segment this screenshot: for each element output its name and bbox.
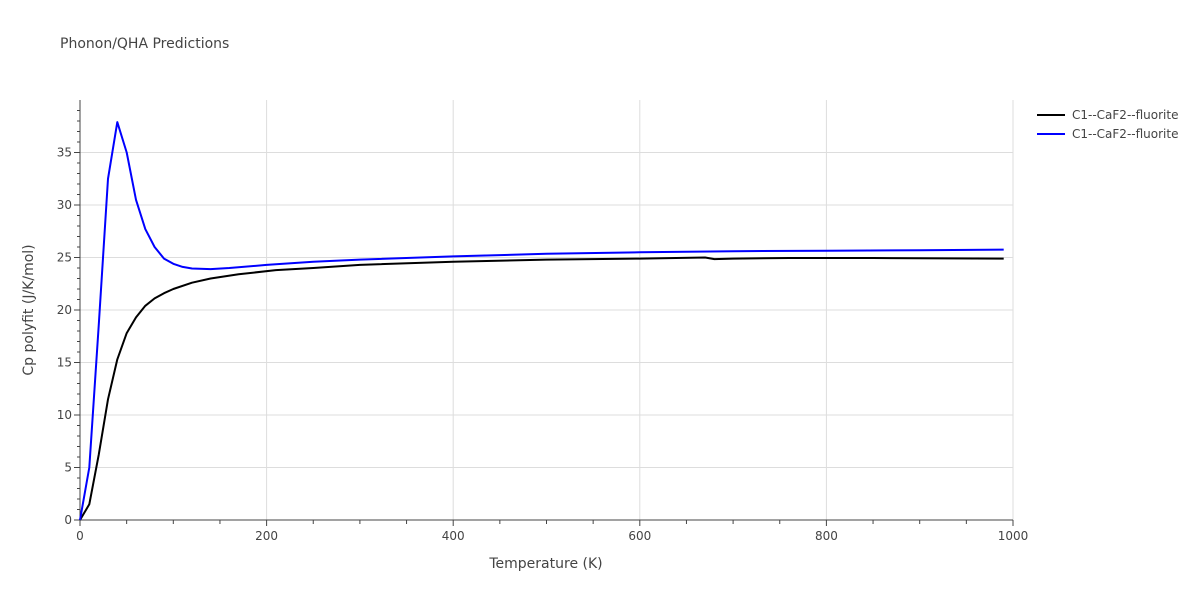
y-tick-label: 0 <box>64 513 72 527</box>
y-tick-label: 30 <box>57 198 72 212</box>
x-tick-label: 800 <box>815 529 838 543</box>
x-tick-label: 600 <box>628 529 651 543</box>
x-tick-labels: 0 200 400 600 800 1000 <box>76 529 1028 543</box>
y-tick-label: 25 <box>57 251 72 265</box>
legend-label: C1--CaF2--fluorite <box>1072 127 1178 141</box>
y-tick-label: 15 <box>57 356 72 370</box>
series-layer <box>79 121 1004 521</box>
x-tick-label: 1000 <box>998 529 1029 543</box>
x-tick-label: 200 <box>255 529 278 543</box>
series-line-1[interactable] <box>79 256 1004 521</box>
chart-title: Phonon/QHA Predictions <box>60 36 230 52</box>
x-tick-label: 0 <box>76 529 84 543</box>
legend-item-1[interactable]: C1--CaF2--fluorite <box>1037 108 1178 122</box>
y-tick-label: 10 <box>57 408 72 422</box>
y-tick-label: 35 <box>57 146 72 160</box>
grid-lines <box>80 100 1014 520</box>
y-tick-label: 5 <box>64 461 72 475</box>
y-tick-label: 20 <box>57 303 72 317</box>
series-line-2[interactable] <box>79 121 1004 521</box>
x-axis-title: Temperature (K) <box>488 556 602 572</box>
legend[interactable]: C1--CaF2--fluorite C1--CaF2--fluorite <box>1037 108 1178 141</box>
x-tick-label: 400 <box>442 529 465 543</box>
y-tick-labels: 0 5 10 15 20 25 30 35 <box>57 146 72 528</box>
y-axis-title: Cp polyfit (J/K/mol) <box>21 244 37 375</box>
legend-label: C1--CaF2--fluorite <box>1072 108 1178 122</box>
axes <box>74 100 1014 526</box>
legend-item-2[interactable]: C1--CaF2--fluorite <box>1037 127 1178 141</box>
